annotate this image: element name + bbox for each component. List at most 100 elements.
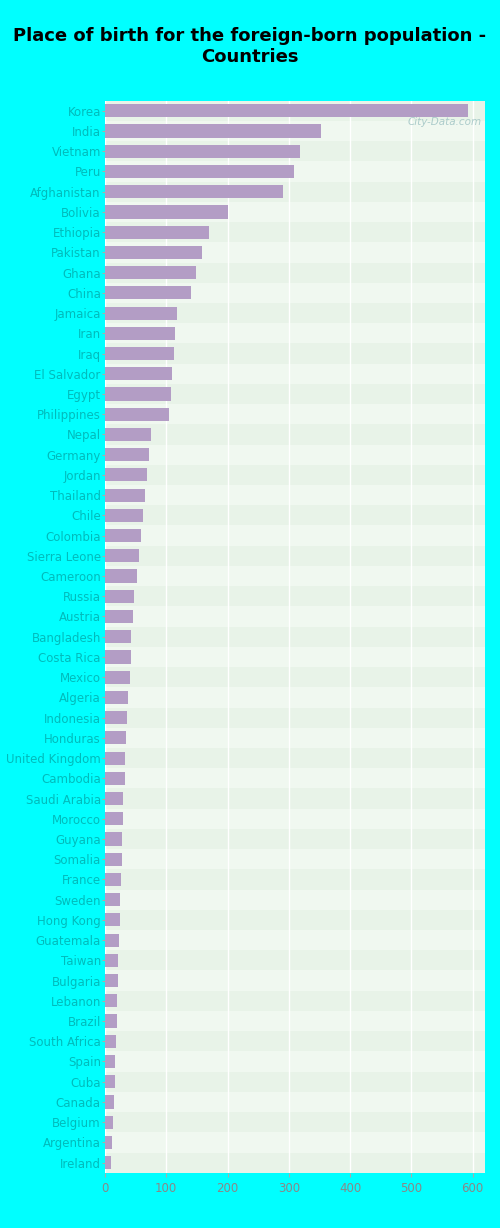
Bar xyxy=(105,651,130,663)
Bar xyxy=(105,792,124,806)
Bar xyxy=(105,468,146,481)
Bar xyxy=(105,545,485,566)
Bar xyxy=(105,101,485,120)
Bar xyxy=(105,1092,485,1113)
Bar xyxy=(105,566,485,586)
Bar xyxy=(105,508,143,522)
Bar xyxy=(105,348,174,360)
Bar xyxy=(105,1095,114,1109)
Bar xyxy=(105,505,485,526)
Bar xyxy=(105,141,485,161)
Bar xyxy=(105,120,485,141)
Bar xyxy=(105,425,485,445)
Bar xyxy=(105,226,209,238)
Bar xyxy=(105,873,121,887)
Bar xyxy=(105,610,132,623)
Bar xyxy=(105,286,191,300)
Bar xyxy=(105,1113,485,1132)
Bar xyxy=(105,182,485,201)
Bar xyxy=(105,930,485,950)
Bar xyxy=(105,688,485,707)
Bar xyxy=(105,788,485,809)
Bar xyxy=(105,1051,485,1072)
Bar xyxy=(105,1136,112,1149)
Bar xyxy=(105,869,485,889)
Bar xyxy=(105,1076,115,1088)
Bar xyxy=(105,586,485,607)
Bar xyxy=(105,165,294,178)
Bar xyxy=(105,607,485,626)
Bar xyxy=(105,995,118,1007)
Bar xyxy=(105,670,130,684)
Bar xyxy=(105,242,485,263)
Bar xyxy=(105,1156,111,1169)
Bar xyxy=(105,363,485,384)
Bar xyxy=(105,1132,485,1153)
Bar xyxy=(105,161,485,182)
Bar xyxy=(105,933,119,947)
Bar xyxy=(105,970,485,991)
Bar xyxy=(105,829,485,849)
Bar xyxy=(105,752,125,765)
Bar xyxy=(105,549,138,562)
Bar xyxy=(105,448,149,462)
Bar xyxy=(105,728,485,748)
Bar xyxy=(105,1035,116,1047)
Bar xyxy=(105,1011,485,1032)
Bar xyxy=(105,185,282,198)
Bar xyxy=(105,307,178,319)
Bar xyxy=(105,769,485,788)
Text: City-Data.com: City-Data.com xyxy=(407,117,481,126)
Bar xyxy=(105,404,485,425)
Bar xyxy=(105,263,485,282)
Bar xyxy=(105,812,123,825)
Bar xyxy=(105,485,485,505)
Bar xyxy=(105,630,132,643)
Bar xyxy=(105,889,485,910)
Bar xyxy=(105,104,469,118)
Bar xyxy=(105,589,134,603)
Bar xyxy=(105,222,485,242)
Text: Place of birth for the foreign-born population -
Countries: Place of birth for the foreign-born popu… xyxy=(14,27,486,66)
Bar xyxy=(105,205,228,219)
Bar xyxy=(105,384,485,404)
Bar xyxy=(105,893,120,906)
Bar xyxy=(105,667,485,688)
Bar xyxy=(105,201,485,222)
Bar xyxy=(105,991,485,1011)
Bar xyxy=(105,910,485,930)
Bar xyxy=(105,445,485,464)
Bar xyxy=(105,1115,113,1129)
Bar xyxy=(105,1055,116,1068)
Bar xyxy=(105,1072,485,1092)
Bar xyxy=(105,327,176,340)
Bar xyxy=(105,427,151,441)
Bar xyxy=(105,1014,117,1028)
Bar xyxy=(105,691,128,704)
Bar xyxy=(105,707,485,728)
Bar xyxy=(105,732,126,744)
Bar xyxy=(105,950,485,970)
Bar xyxy=(105,124,320,138)
Bar xyxy=(105,323,485,344)
Bar xyxy=(105,711,127,725)
Bar xyxy=(105,849,485,869)
Bar xyxy=(105,145,300,158)
Bar xyxy=(105,570,137,582)
Bar xyxy=(105,408,170,421)
Bar xyxy=(105,914,120,926)
Bar xyxy=(105,852,122,866)
Bar xyxy=(105,489,145,502)
Bar xyxy=(105,344,485,363)
Bar xyxy=(105,748,485,769)
Bar xyxy=(105,626,485,647)
Bar xyxy=(105,771,124,785)
Bar xyxy=(105,246,202,259)
Bar xyxy=(105,387,171,400)
Bar xyxy=(105,833,122,846)
Bar xyxy=(105,1153,485,1173)
Bar xyxy=(105,647,485,667)
Bar xyxy=(105,303,485,323)
Bar xyxy=(105,526,485,545)
Bar xyxy=(105,1032,485,1051)
